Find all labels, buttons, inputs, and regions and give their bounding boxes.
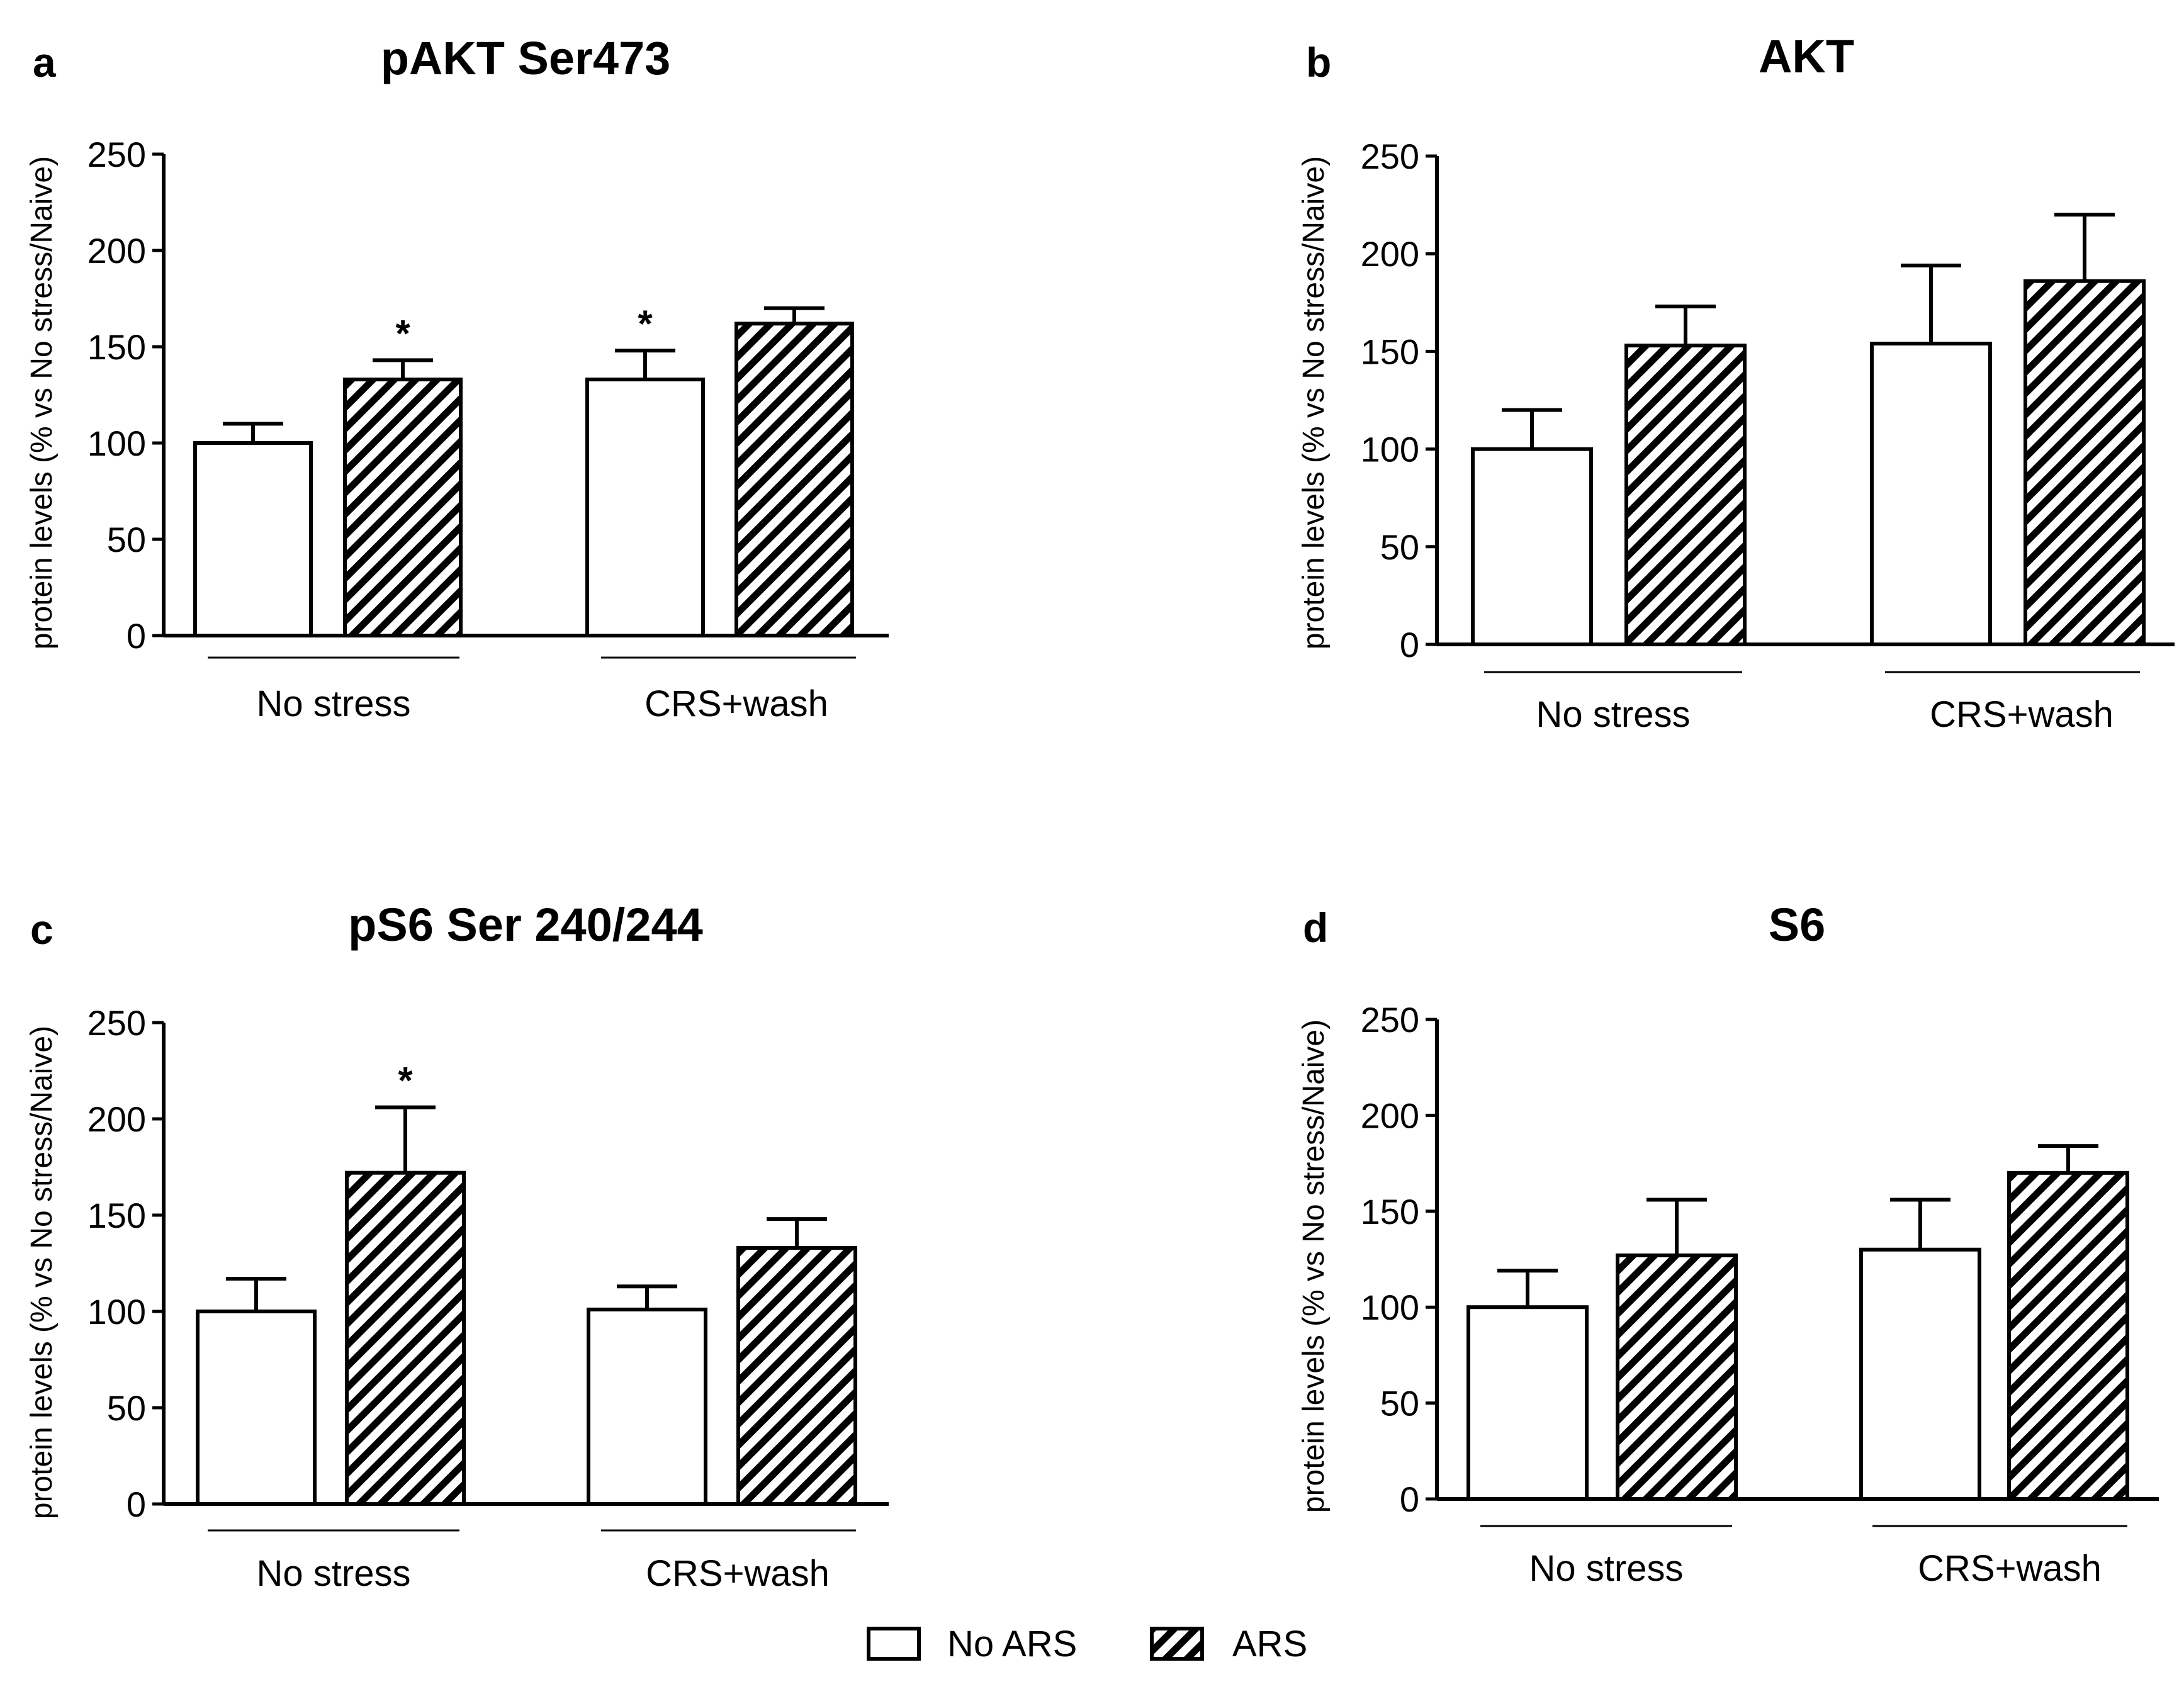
error-bar bbox=[764, 306, 825, 324]
panel-title: AKT bbox=[1759, 30, 1854, 82]
y-tick-label: 200 bbox=[1361, 1096, 1419, 1135]
bar-no-ars-no-stress bbox=[193, 441, 313, 637]
panel-letter: b bbox=[1306, 39, 1331, 86]
y-axis-label: protein levels (% vs No stress/Naive) bbox=[25, 156, 59, 649]
y-tick-label: 0 bbox=[1400, 1479, 1419, 1519]
group-label: No stress bbox=[1529, 1548, 1684, 1589]
y-tick-label: 100 bbox=[1361, 430, 1419, 469]
y-tick-label: 250 bbox=[87, 135, 146, 174]
error-bar bbox=[767, 1217, 827, 1249]
error-bar bbox=[1646, 1198, 1707, 1255]
error-bar bbox=[1655, 305, 1716, 346]
y-axis-label: protein levels (% vs No stress/Naive) bbox=[1297, 156, 1331, 649]
y-tick-label: 150 bbox=[87, 327, 146, 367]
legend-swatch-no-ars bbox=[867, 1627, 921, 1661]
legend-swatch-ars bbox=[1150, 1627, 1204, 1661]
bar-no-ars-crs-wash bbox=[1870, 341, 1992, 646]
bar-no-ars-crs-wash bbox=[1859, 1247, 1981, 1501]
group-label: CRS+wash bbox=[1930, 694, 2114, 735]
bar-no-ars-crs-wash bbox=[587, 1307, 707, 1506]
panel-letter: d bbox=[1303, 904, 1328, 951]
bar-no-ars-no-stress bbox=[196, 1310, 317, 1506]
y-tick-label: 0 bbox=[127, 1484, 146, 1524]
panel-title: pAKT Ser473 bbox=[381, 32, 671, 84]
error-bar bbox=[615, 349, 675, 380]
y-axis-label: protein levels (% vs No stress/Naive) bbox=[25, 1026, 59, 1519]
panel-c: c pS6 Ser 240/244 protein levels (% vs N… bbox=[25, 899, 889, 1594]
bar-ars-crs-wash bbox=[735, 322, 854, 638]
error-bar bbox=[1890, 1198, 1950, 1250]
y-tick-label: 0 bbox=[127, 616, 146, 656]
y-tick-label: 250 bbox=[1361, 137, 1419, 176]
y-tick-label: 200 bbox=[87, 231, 146, 271]
plot-area: 0 50 100 150 200 250 * No stress CRS+wash bbox=[87, 1003, 889, 1594]
significance-star: * bbox=[398, 1060, 413, 1102]
y-tick-label: 200 bbox=[87, 1099, 146, 1139]
panel-b: b AKT protein levels (% vs No stress/Nai… bbox=[1297, 30, 2175, 735]
panel-title: S6 bbox=[1769, 899, 1826, 951]
bar-ars-crs-wash bbox=[2024, 279, 2146, 646]
y-axis-label: protein levels (% vs No stress/Naive) bbox=[1297, 1019, 1331, 1513]
error-bar bbox=[226, 1276, 286, 1311]
error-bar bbox=[223, 422, 283, 443]
error-bar bbox=[1497, 1269, 1558, 1308]
panel-a: a pAKT Ser473 protein levels (% vs No st… bbox=[25, 32, 889, 724]
plot-area: 0 50 100 150 200 250 No stress CRS+wash bbox=[1361, 137, 2175, 735]
group-label: CRS+wash bbox=[1918, 1548, 2102, 1589]
group-label: CRS+wash bbox=[645, 683, 828, 724]
error-bar bbox=[373, 358, 433, 380]
y-tick-label: 100 bbox=[1361, 1288, 1419, 1327]
legend: No ARS ARS bbox=[867, 1624, 1307, 1664]
bar-ars-no-stress bbox=[343, 378, 463, 638]
y-tick-label: 150 bbox=[1361, 332, 1419, 371]
error-bar bbox=[2054, 213, 2115, 281]
group-label: No stress bbox=[1536, 694, 1691, 735]
bar-no-ars-crs-wash bbox=[585, 378, 705, 638]
panel-title: pS6 Ser 240/244 bbox=[348, 899, 703, 951]
group-label: CRS+wash bbox=[646, 1553, 830, 1594]
panel-letter: c bbox=[30, 906, 53, 953]
error-bar bbox=[1901, 263, 1961, 344]
error-bar bbox=[2038, 1144, 2098, 1173]
bar-ars-no-stress bbox=[1624, 344, 1747, 646]
bar-ars-crs-wash bbox=[2007, 1170, 2129, 1501]
bar-no-ars-no-stress bbox=[1466, 1305, 1589, 1501]
bar-ars-no-stress bbox=[1616, 1253, 1738, 1501]
y-tick-label: 250 bbox=[87, 1003, 146, 1043]
y-tick-label: 200 bbox=[1361, 234, 1419, 274]
plot-area: 0 50 100 150 200 250 * * No stress CRS+wash bbox=[87, 135, 889, 724]
legend-label-ars: ARS bbox=[1232, 1624, 1307, 1664]
significance-star: * bbox=[395, 312, 410, 354]
y-tick-label: 50 bbox=[1380, 1384, 1419, 1423]
y-tick-label: 0 bbox=[1400, 625, 1419, 665]
bar-no-ars-no-stress bbox=[1471, 447, 1593, 646]
y-tick-label: 250 bbox=[1361, 1000, 1419, 1040]
y-tick-label: 100 bbox=[87, 424, 146, 463]
y-tick-label: 50 bbox=[107, 1388, 146, 1428]
significance-star: * bbox=[638, 303, 653, 345]
group-label: No stress bbox=[257, 683, 411, 724]
bar-ars-no-stress bbox=[345, 1170, 466, 1507]
y-tick-label: 50 bbox=[1380, 527, 1419, 567]
y-tick-label: 100 bbox=[87, 1292, 146, 1332]
plot-area: 0 50 100 150 200 250 No stress CRS+wash bbox=[1361, 1000, 2159, 1589]
panel-d: d S6 protein levels (% vs No stress/Naiv… bbox=[1297, 899, 2159, 1589]
y-tick-label: 50 bbox=[107, 520, 146, 559]
group-label: No stress bbox=[257, 1553, 411, 1594]
error-bar bbox=[617, 1284, 677, 1310]
error-bar bbox=[375, 1105, 436, 1173]
bar-ars-crs-wash bbox=[736, 1246, 857, 1507]
y-tick-label: 150 bbox=[1361, 1192, 1419, 1232]
y-tick-label: 150 bbox=[87, 1196, 146, 1235]
panel-letter: a bbox=[33, 39, 57, 86]
legend-label-no-ars: No ARS bbox=[947, 1624, 1077, 1664]
error-bar bbox=[1502, 408, 1562, 449]
